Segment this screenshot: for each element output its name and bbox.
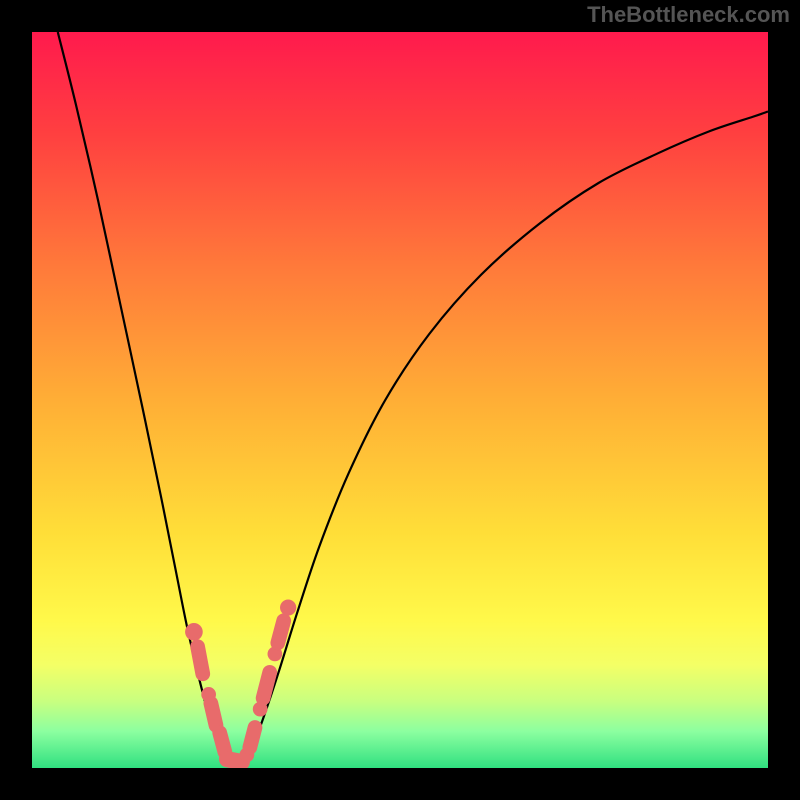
marker-dot [280,599,296,615]
marker-segment [250,728,255,748]
chart-stage: TheBottleneck.com [0,0,800,800]
marker-segment [211,703,216,725]
bottleneck-plot [32,32,768,768]
gradient-background [32,32,768,768]
marker-segment [278,621,284,643]
marker-segment [227,759,242,762]
marker-segment [198,647,203,674]
watermark-text: TheBottleneck.com [587,2,790,28]
marker-segment [263,672,270,698]
marker-dot [185,623,203,641]
marker-segment [220,733,225,752]
